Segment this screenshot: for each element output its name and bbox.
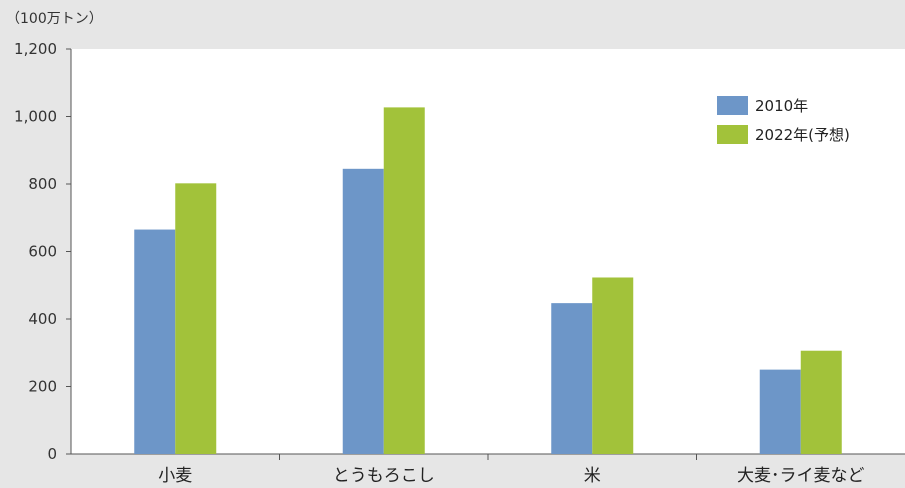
y-tick-label: 1,000 xyxy=(14,108,57,126)
x-category-label: 米 xyxy=(584,466,601,486)
y-tick-label: 800 xyxy=(28,175,57,193)
bar-2010-2 xyxy=(551,303,593,454)
x-category-label: 大麦･ライ麦など xyxy=(737,466,865,486)
bar-2010-3 xyxy=(759,369,801,454)
x-category-label: 小麦 xyxy=(158,466,192,486)
y-tick-label: 400 xyxy=(28,310,57,328)
legend-label: 2022年(予想) xyxy=(755,126,850,144)
bar-2010-0 xyxy=(134,229,176,454)
y-axis: 0 200 400 600 800 1,000 1,200 xyxy=(14,40,72,463)
y-tick-label: 200 xyxy=(28,378,57,396)
legend: 2010年 2022年(予想) xyxy=(717,96,850,144)
legend-label: 2010年 xyxy=(755,97,808,115)
y-tick-label: 0 xyxy=(47,445,57,463)
bar-2022-1 xyxy=(383,107,425,454)
bar-2022-0 xyxy=(175,183,217,454)
y-tick-label: 600 xyxy=(28,243,57,261)
unit-label: （100万トン） xyxy=(6,11,103,27)
y-tick-label: 1,200 xyxy=(14,40,57,58)
x-category-label: とうもろこし xyxy=(333,466,435,486)
x-axis: 小麦 とうもろこし 米 大麦･ライ麦など xyxy=(71,453,905,486)
bar-2022-3 xyxy=(800,350,842,454)
bars xyxy=(134,107,842,454)
legend-swatch xyxy=(717,125,748,144)
legend-swatch xyxy=(717,96,748,115)
bar-2022-2 xyxy=(592,277,634,454)
bar-2010-1 xyxy=(342,168,384,454)
